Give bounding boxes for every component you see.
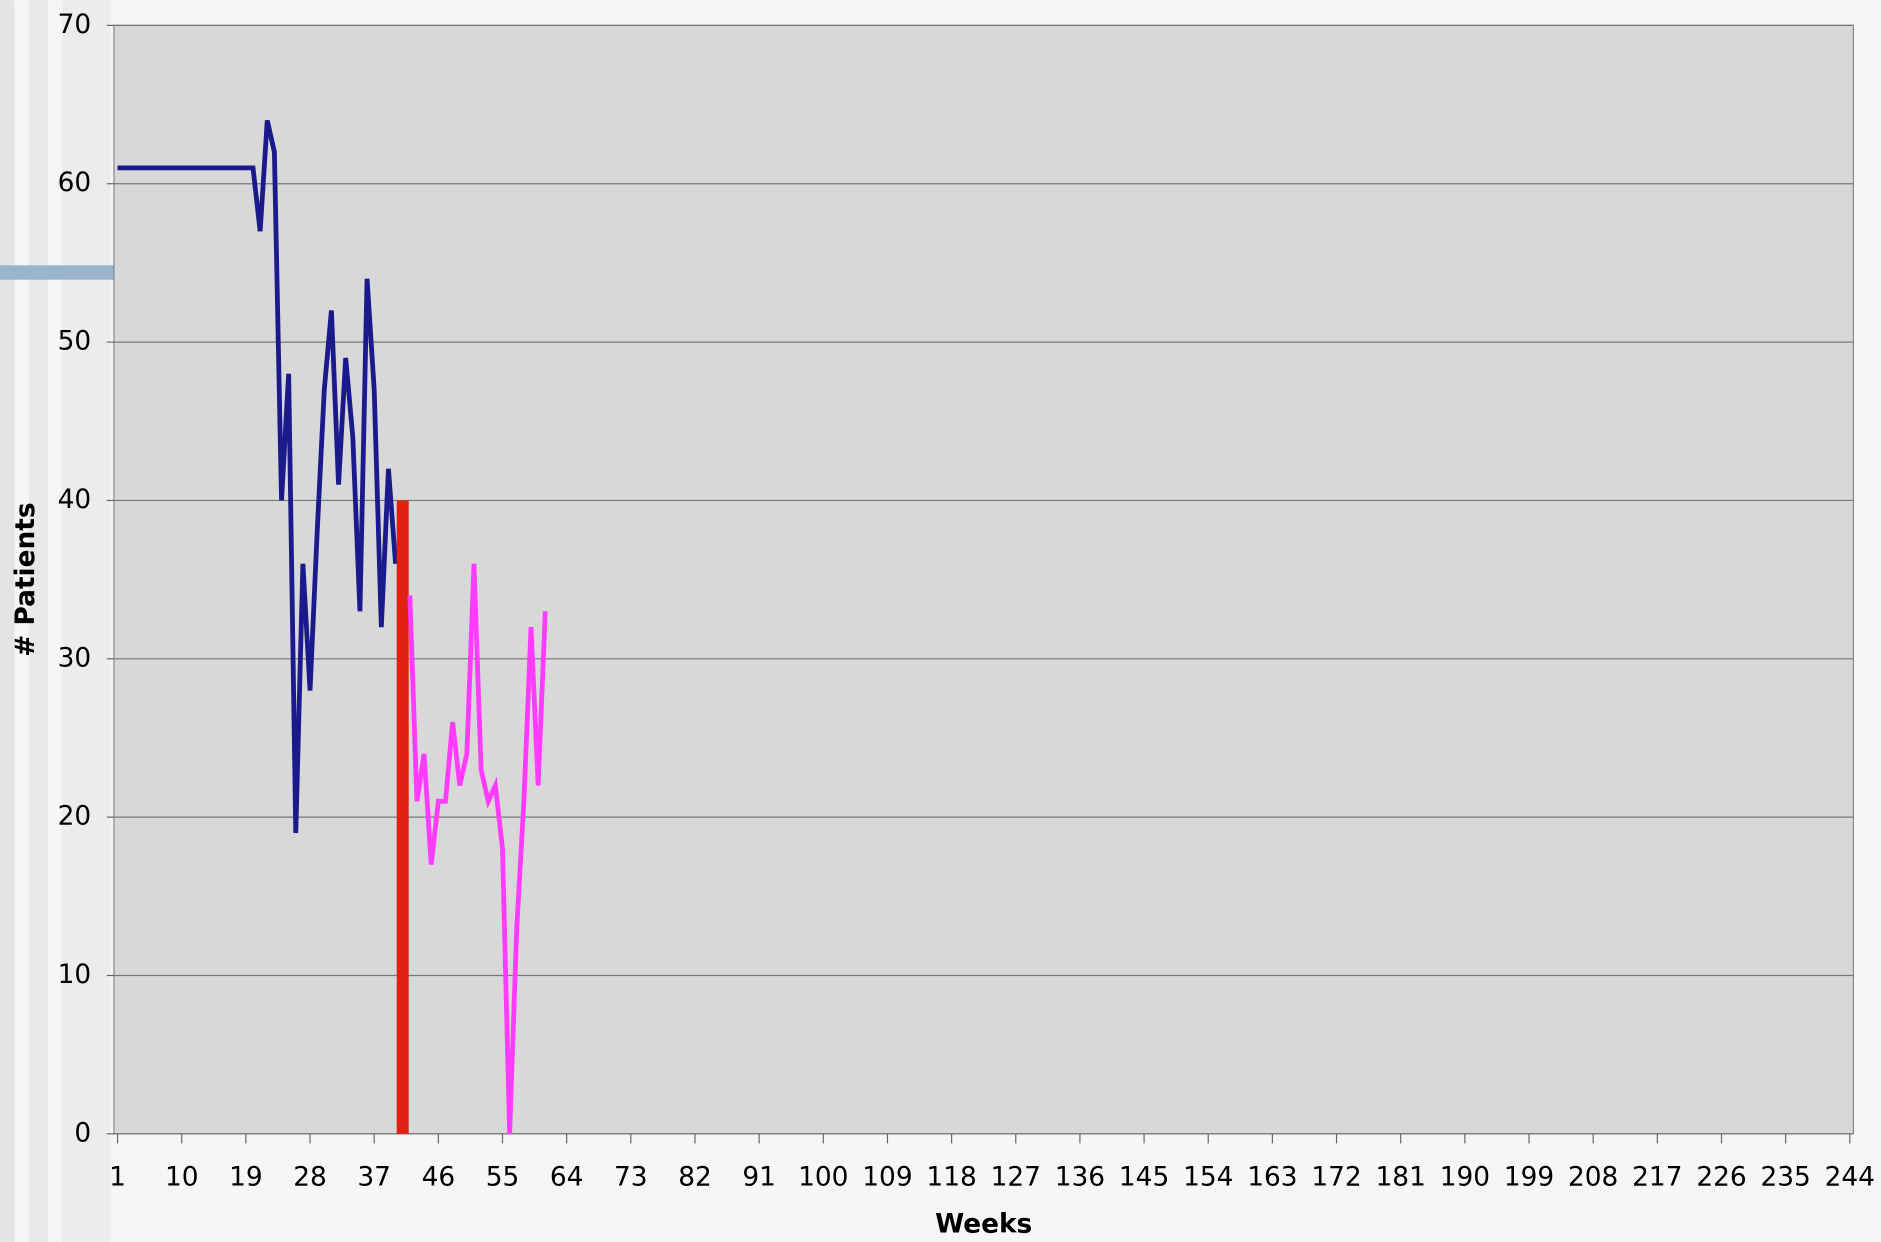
x-tick-label: 100 — [798, 1163, 848, 1193]
x-tick-label: 91 — [742, 1163, 776, 1193]
x-tick-label: 136 — [1055, 1163, 1105, 1193]
y-tick-label: 10 — [58, 960, 92, 990]
x-tick-label: 1 — [109, 1163, 126, 1193]
bar — [396, 500, 409, 1134]
x-tick-label: 235 — [1760, 1163, 1810, 1193]
data-line — [407, 563, 548, 1134]
x-tick-label: 19 — [229, 1163, 263, 1193]
y-tick-label: 70 — [58, 10, 92, 40]
x-tick-label: 199 — [1504, 1163, 1554, 1193]
plot-area — [113, 24, 1855, 1135]
y-tick-label: 50 — [58, 327, 92, 357]
x-tick-label: 28 — [293, 1163, 327, 1193]
x-tick-label: 82 — [678, 1163, 712, 1193]
y-tick-label: 20 — [58, 802, 92, 832]
y-tick-label: 40 — [58, 485, 92, 515]
x-tick-label: 226 — [1696, 1163, 1746, 1193]
y-tick-label: 60 — [58, 168, 92, 198]
x-tick-label: 73 — [614, 1163, 648, 1193]
data-line — [117, 119, 398, 834]
x-tick-label: 208 — [1568, 1163, 1618, 1193]
x-tick-label: 154 — [1183, 1163, 1233, 1193]
x-tick-label: 109 — [862, 1163, 912, 1193]
x-tick-label: 64 — [550, 1163, 584, 1193]
x-tick-label: 190 — [1440, 1163, 1490, 1193]
x-tick-label: 244 — [1825, 1163, 1875, 1193]
x-tick-label: 10 — [165, 1163, 199, 1193]
y-axis-label: # Patients — [11, 502, 41, 656]
x-tick-label: 163 — [1247, 1163, 1297, 1193]
x-tick-label: 217 — [1632, 1163, 1682, 1193]
x-tick-label: 118 — [926, 1163, 976, 1193]
y-tick-label: 30 — [58, 643, 92, 673]
x-tick-label: 37 — [357, 1163, 391, 1193]
x-tick-label: 46 — [422, 1163, 456, 1193]
x-tick-label: 181 — [1376, 1163, 1426, 1193]
x-axis-label: Weeks — [935, 1210, 1032, 1240]
x-tick-label: 145 — [1119, 1163, 1169, 1193]
y-tick-label: 0 — [74, 1118, 91, 1148]
x-tick-label: 172 — [1311, 1163, 1361, 1193]
x-tick-label: 55 — [486, 1163, 520, 1193]
x-tick-label: 127 — [991, 1163, 1041, 1193]
